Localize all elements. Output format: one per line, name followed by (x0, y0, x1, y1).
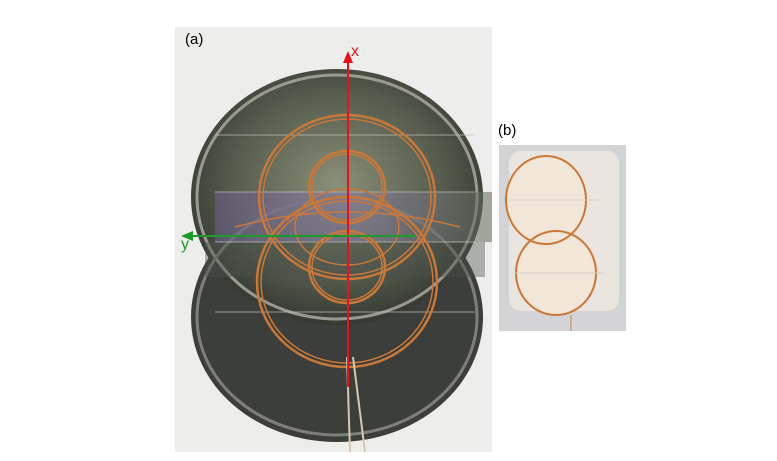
x-axis-label: x (351, 43, 359, 60)
y-axis-arrowhead (181, 231, 193, 241)
panel-b-label: (b) (498, 122, 517, 139)
photo-panel-b (499, 145, 626, 331)
photo-panel-a (175, 27, 492, 452)
coil-assembly-illustration (181, 51, 492, 452)
y-axis-label: y (181, 236, 189, 253)
x-axis-arrowhead (343, 51, 353, 63)
panel-a-label: (a) (185, 31, 204, 48)
coil-pads-illustration (505, 151, 619, 331)
